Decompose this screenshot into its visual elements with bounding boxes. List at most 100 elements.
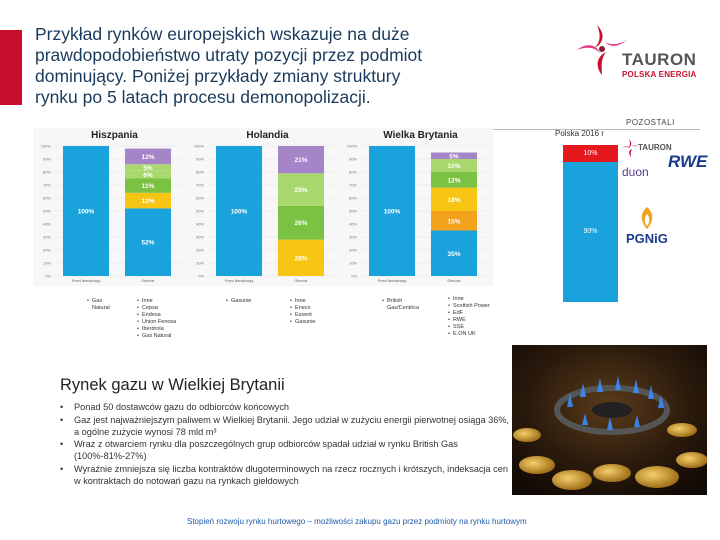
bar-segment — [369, 146, 415, 276]
company-tauron: TAURON — [638, 143, 672, 152]
pozostali-label: POZOSTALI — [626, 118, 675, 127]
bar-segment — [125, 164, 171, 171]
legend-holland-after: Inne Eneco Essent Gasunie — [288, 298, 348, 326]
poland-pgnig-segment: 90% — [563, 162, 618, 302]
legend-uk-after: Inne Scottish Power EdF RWE SSE E.ON UK — [446, 296, 511, 338]
bar-data-label: 100% — [231, 209, 248, 216]
legend-item: Inne — [142, 298, 205, 305]
y-tick-label: 0% — [198, 274, 204, 279]
company-rwe: RWE — [668, 152, 708, 171]
bar-segment — [125, 192, 171, 209]
chart-panel-background — [33, 128, 493, 286]
legend-item: Gas Natural — [142, 333, 205, 340]
pgnig-flame-icon — [641, 207, 653, 229]
bar-data-label: 15% — [447, 218, 460, 225]
legend-item: Essent — [295, 312, 348, 319]
legend-item: Union Fenosa — [142, 319, 205, 326]
y-tick-label: 100% — [194, 144, 205, 149]
legend-item: Scottish Power — [453, 303, 511, 310]
bar-segment — [431, 187, 477, 211]
y-tick-label: 70% — [349, 183, 357, 188]
bar-segment — [278, 239, 324, 276]
y-tick-label: 90% — [43, 157, 51, 162]
bar-segment — [278, 146, 324, 174]
y-tick-label: 40% — [43, 222, 51, 227]
x-category-label: Przed liberalizacją — [378, 279, 406, 283]
y-tick-label: 0% — [351, 274, 357, 279]
bar-segment — [63, 146, 109, 276]
y-tick-label: 0% — [45, 274, 51, 279]
y-tick-label: 70% — [196, 183, 204, 188]
bar-segment — [125, 178, 171, 193]
y-tick-label: 80% — [196, 170, 204, 175]
y-tick-label: 60% — [43, 196, 51, 201]
y-tick-label: 40% — [349, 222, 357, 227]
legend-item: Inne — [453, 296, 511, 303]
logo-brand: TAURON — [622, 50, 697, 69]
y-tick-label: 30% — [43, 235, 51, 240]
y-tick-label: 20% — [349, 248, 357, 253]
x-category-label: Obecnie — [141, 279, 154, 283]
legend-item: SSE — [453, 324, 511, 331]
bar-segment — [431, 172, 477, 188]
bar-segment — [125, 208, 171, 276]
legend-uk-before: British Gas/Centrica — [380, 298, 435, 312]
bar-segment — [431, 211, 477, 231]
tauron-small-icon — [622, 139, 640, 157]
bar-data-label: 100% — [78, 209, 95, 216]
tauron-logo: TAURON POLSKA ENERGIA — [572, 20, 712, 90]
bar-data-label: 18% — [447, 197, 460, 204]
title-line: dominujący. Poniżej przykłady zmiany str… — [35, 66, 401, 86]
bullet-list: Ponad 50 dostawców gazu do odbiorców koń… — [60, 402, 515, 489]
panel-title: Holandia — [246, 130, 289, 141]
bar-data-label: 100% — [384, 209, 401, 216]
y-tick-label: 50% — [43, 209, 51, 214]
legend-item: RWE — [453, 317, 511, 324]
y-tick-label: 20% — [196, 248, 204, 253]
bar-segment — [431, 230, 477, 276]
footer-text: Stopień rozwoju rynku hurtowego – możliw… — [187, 517, 527, 526]
logo-subtitle: POLSKA ENERGIA — [622, 70, 697, 79]
legend-item: Gasunie — [231, 298, 274, 305]
panel-title: Wielka Brytania — [383, 130, 458, 141]
legend-item: Endesa — [142, 312, 205, 319]
title-line: rynku po 5 latach procesu demonopolizacj… — [35, 87, 371, 107]
section-heading: Rynek gazu w Wielkiej Brytanii — [60, 376, 285, 394]
y-tick-label: 10% — [349, 261, 357, 266]
legend-item: Iberdrola — [142, 326, 205, 333]
panel-title: Hiszpania — [91, 130, 138, 141]
bar-data-label: 5% — [143, 165, 153, 172]
company-logos: TAURON RWE duon PGNiG — [618, 137, 718, 277]
legend-spain-after: Inne Cepsa Endesa Union Fenosa Iberdrola… — [135, 298, 205, 340]
y-tick-label: 90% — [349, 157, 357, 162]
bar-segment — [278, 205, 324, 240]
polska-label: Polska 2016 r — [555, 129, 604, 138]
legend-item: Inne — [295, 298, 348, 305]
y-tick-label: 20% — [43, 248, 51, 253]
bar-data-label: 12% — [141, 154, 154, 161]
y-tick-label: 100% — [347, 144, 358, 149]
y-tick-label: 60% — [349, 196, 357, 201]
bar-data-label: 11% — [142, 183, 155, 190]
legend-holland-before: Gasunie — [224, 298, 274, 305]
bar-segment — [125, 148, 171, 165]
y-tick-label: 50% — [196, 209, 204, 214]
y-tick-label: 10% — [43, 261, 51, 266]
company-pgnig: PGNiG — [626, 231, 668, 246]
y-tick-label: 30% — [349, 235, 357, 240]
bullet-item: Wyraźnie zmniejsza się liczba kontraktów… — [60, 464, 515, 488]
bar-segment — [431, 152, 477, 159]
x-category-label: Obecnie — [294, 279, 307, 283]
bullet-item: Ponad 50 dostawców gazu do odbiorców koń… — [60, 402, 515, 414]
bar-segment — [216, 146, 262, 276]
y-tick-label: 60% — [196, 196, 204, 201]
y-tick-label: 90% — [196, 157, 204, 162]
slide-title: Przykład rynków europejskich wskazuje na… — [35, 24, 455, 108]
bar-data-label: 6% — [143, 172, 153, 179]
legend-item: British Gas/Centrica — [387, 298, 435, 312]
title-line: prawdopodobieństwo utraty pozycji przez … — [35, 45, 423, 65]
legend-item: E.ON UK — [453, 331, 511, 338]
legend-item: Gas Natural — [92, 298, 115, 312]
bar-data-label: 12% — [447, 177, 460, 184]
y-tick-label: 80% — [43, 170, 51, 175]
